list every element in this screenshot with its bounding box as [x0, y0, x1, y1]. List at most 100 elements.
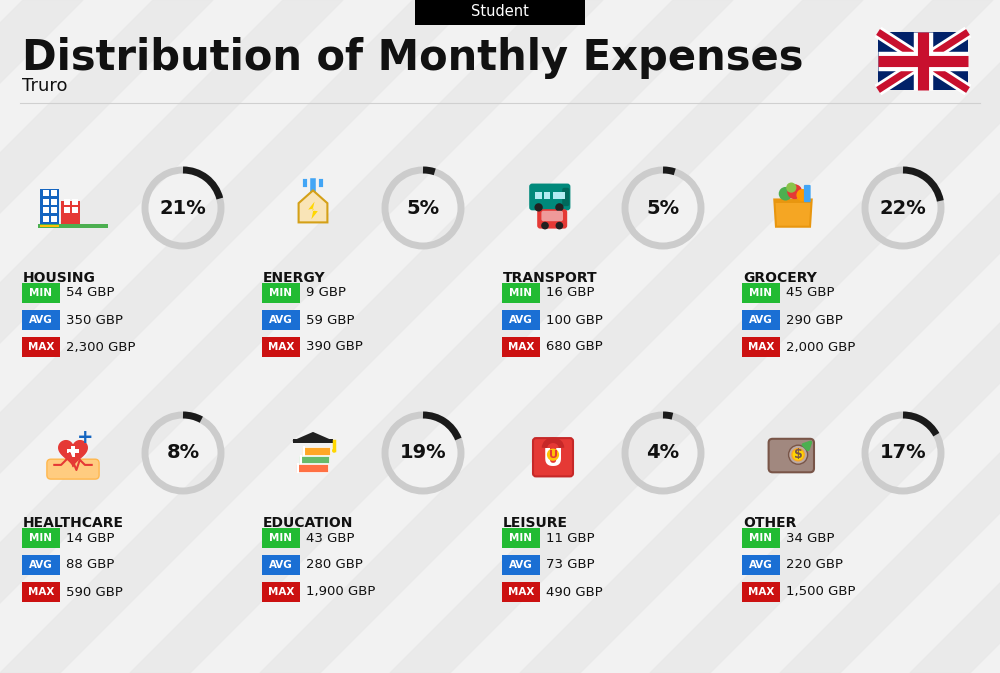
- FancyBboxPatch shape: [51, 199, 57, 205]
- FancyBboxPatch shape: [502, 582, 540, 602]
- Polygon shape: [308, 202, 318, 219]
- Text: MAX: MAX: [268, 342, 294, 352]
- Circle shape: [547, 449, 559, 461]
- FancyBboxPatch shape: [61, 201, 80, 227]
- FancyBboxPatch shape: [742, 555, 780, 575]
- Polygon shape: [0, 0, 83, 673]
- Text: TRANSPORT: TRANSPORT: [503, 271, 598, 285]
- Text: 43 GBP: 43 GBP: [306, 532, 354, 544]
- Text: 22%: 22%: [880, 199, 926, 217]
- Text: Truro: Truro: [22, 77, 68, 95]
- Polygon shape: [780, 0, 1000, 673]
- FancyBboxPatch shape: [51, 190, 57, 196]
- Text: HOUSING: HOUSING: [23, 271, 96, 285]
- Circle shape: [556, 222, 563, 229]
- FancyBboxPatch shape: [71, 446, 75, 457]
- Text: 1,900 GBP: 1,900 GBP: [306, 586, 375, 598]
- FancyBboxPatch shape: [742, 528, 780, 548]
- FancyBboxPatch shape: [533, 438, 573, 476]
- FancyBboxPatch shape: [742, 283, 780, 303]
- FancyBboxPatch shape: [22, 582, 60, 602]
- Text: OTHER: OTHER: [743, 516, 796, 530]
- FancyBboxPatch shape: [502, 310, 540, 330]
- Text: 680 GBP: 680 GBP: [546, 341, 603, 353]
- FancyBboxPatch shape: [22, 283, 60, 303]
- Text: 100 GBP: 100 GBP: [546, 314, 603, 326]
- FancyBboxPatch shape: [262, 283, 300, 303]
- Circle shape: [555, 203, 564, 211]
- FancyBboxPatch shape: [262, 555, 300, 575]
- Text: 1,500 GBP: 1,500 GBP: [786, 586, 856, 598]
- Text: Student: Student: [471, 5, 529, 20]
- Circle shape: [332, 449, 336, 453]
- FancyBboxPatch shape: [47, 459, 99, 479]
- Text: +: +: [77, 428, 93, 447]
- FancyBboxPatch shape: [537, 209, 567, 229]
- Circle shape: [792, 449, 804, 461]
- FancyBboxPatch shape: [769, 439, 814, 472]
- Text: MIN: MIN: [30, 533, 52, 543]
- Circle shape: [786, 182, 796, 192]
- Text: MAX: MAX: [748, 342, 774, 352]
- Text: 590 GBP: 590 GBP: [66, 586, 123, 598]
- Text: 350 GBP: 350 GBP: [66, 314, 123, 326]
- FancyBboxPatch shape: [742, 310, 780, 330]
- Text: 5%: 5%: [646, 199, 680, 217]
- Polygon shape: [0, 0, 733, 673]
- FancyBboxPatch shape: [43, 190, 48, 196]
- Text: MIN: MIN: [270, 288, 292, 298]
- FancyBboxPatch shape: [502, 555, 540, 575]
- Text: MIN: MIN: [30, 288, 52, 298]
- FancyBboxPatch shape: [67, 449, 79, 453]
- FancyBboxPatch shape: [742, 337, 780, 357]
- Text: 280 GBP: 280 GBP: [306, 559, 363, 571]
- FancyBboxPatch shape: [299, 456, 329, 463]
- Text: $: $: [794, 448, 802, 461]
- FancyBboxPatch shape: [559, 192, 565, 199]
- FancyBboxPatch shape: [302, 448, 330, 455]
- Polygon shape: [390, 0, 1000, 673]
- Text: 16 GBP: 16 GBP: [546, 287, 594, 299]
- Text: MAX: MAX: [268, 587, 294, 597]
- Polygon shape: [260, 0, 993, 673]
- Text: GROCERY: GROCERY: [743, 271, 817, 285]
- Text: MIN: MIN: [750, 533, 772, 543]
- FancyBboxPatch shape: [22, 528, 60, 548]
- Text: 45 GBP: 45 GBP: [786, 287, 834, 299]
- FancyBboxPatch shape: [415, 0, 585, 25]
- FancyBboxPatch shape: [43, 207, 48, 213]
- FancyBboxPatch shape: [562, 188, 569, 206]
- Polygon shape: [299, 190, 327, 222]
- Text: 21%: 21%: [160, 199, 206, 217]
- Circle shape: [534, 203, 543, 211]
- FancyBboxPatch shape: [502, 283, 540, 303]
- FancyBboxPatch shape: [22, 337, 60, 357]
- Text: 8%: 8%: [166, 444, 200, 462]
- Polygon shape: [130, 0, 863, 673]
- FancyBboxPatch shape: [38, 224, 108, 228]
- Polygon shape: [650, 0, 1000, 673]
- Text: 54 GBP: 54 GBP: [66, 287, 114, 299]
- FancyBboxPatch shape: [262, 582, 300, 602]
- FancyBboxPatch shape: [262, 528, 300, 548]
- Text: AVG: AVG: [29, 315, 53, 325]
- Text: 88 GBP: 88 GBP: [66, 559, 114, 571]
- Polygon shape: [520, 0, 1000, 673]
- Polygon shape: [910, 0, 1000, 673]
- FancyBboxPatch shape: [40, 225, 59, 227]
- FancyBboxPatch shape: [293, 439, 333, 444]
- Circle shape: [779, 187, 792, 201]
- Text: AVG: AVG: [509, 315, 533, 325]
- Polygon shape: [0, 0, 473, 673]
- Text: 390 GBP: 390 GBP: [306, 341, 363, 353]
- Text: 5%: 5%: [406, 199, 440, 217]
- Text: 59 GBP: 59 GBP: [306, 314, 354, 326]
- Text: 2,300 GBP: 2,300 GBP: [66, 341, 136, 353]
- FancyBboxPatch shape: [502, 528, 540, 548]
- FancyBboxPatch shape: [535, 192, 542, 199]
- Text: MIN: MIN: [750, 288, 772, 298]
- Circle shape: [541, 222, 549, 229]
- FancyBboxPatch shape: [51, 207, 57, 213]
- Polygon shape: [774, 199, 812, 227]
- FancyBboxPatch shape: [804, 185, 811, 202]
